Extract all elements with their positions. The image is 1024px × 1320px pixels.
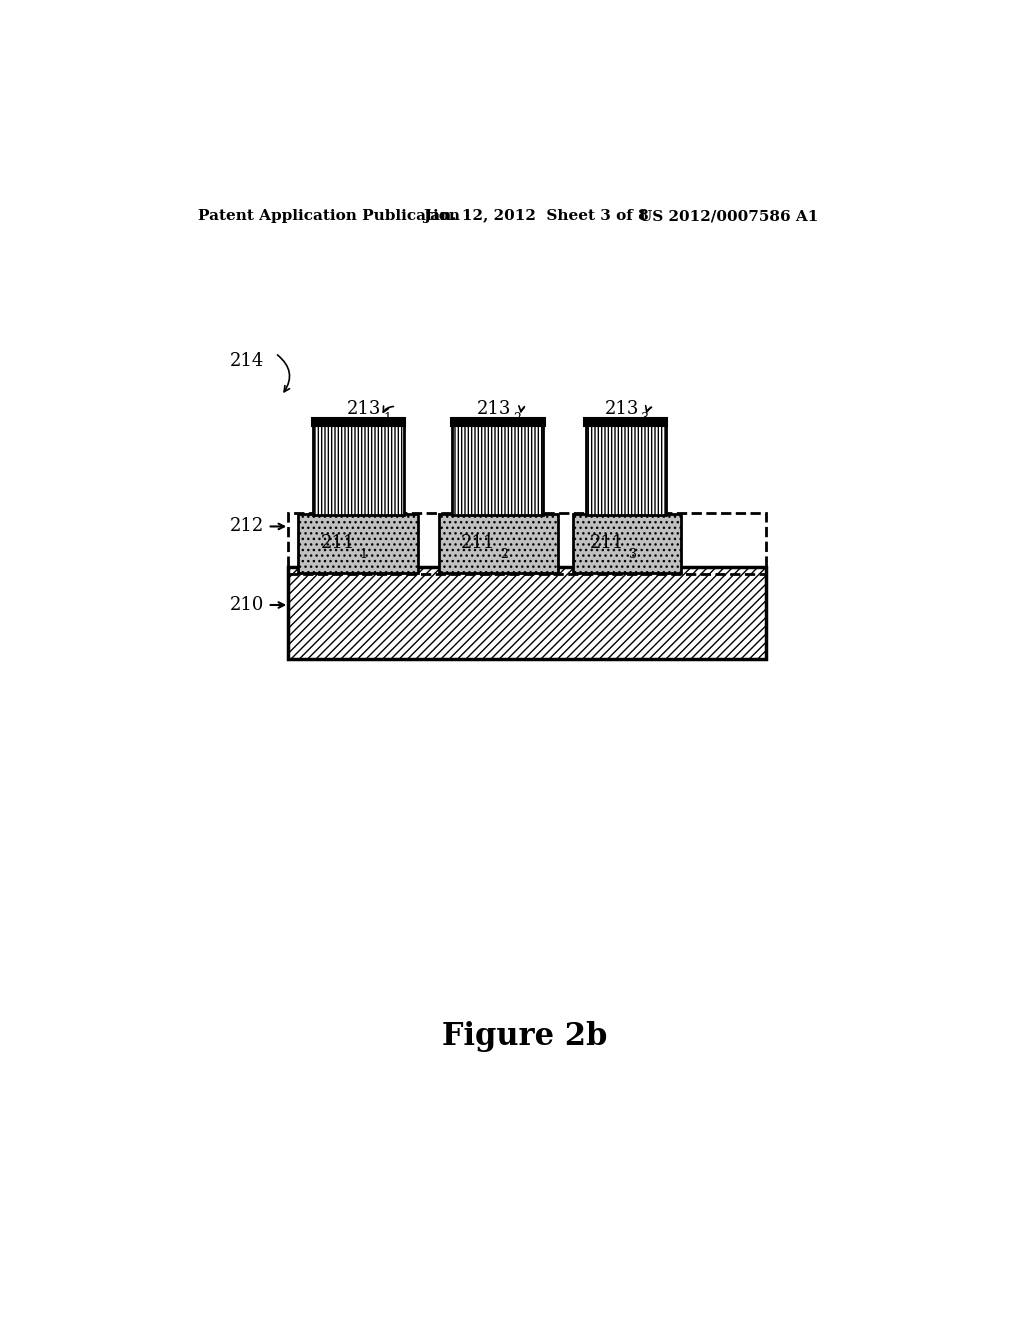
Text: 2: 2 — [513, 412, 521, 425]
Bar — [573, 515, 681, 573]
Bar — [453, 424, 544, 515]
Bar — [586, 424, 666, 515]
Bar — [289, 512, 766, 574]
Bar — [586, 424, 666, 515]
Bar — [584, 418, 668, 426]
Text: 3: 3 — [629, 548, 637, 561]
Text: US 2012/0007586 A1: US 2012/0007586 A1 — [639, 209, 818, 223]
Bar — [573, 515, 681, 573]
Bar — [289, 566, 766, 659]
Text: 214: 214 — [229, 352, 264, 370]
Bar — [313, 424, 403, 515]
Text: 213: 213 — [604, 400, 639, 417]
Bar — [313, 424, 403, 515]
Bar — [438, 515, 558, 573]
Text: 213: 213 — [346, 400, 381, 417]
Bar — [438, 515, 558, 573]
Text: 212: 212 — [229, 517, 264, 536]
Bar — [453, 424, 544, 515]
Bar — [298, 515, 418, 573]
Text: 1: 1 — [383, 412, 391, 425]
Text: Patent Application Publication: Patent Application Publication — [199, 209, 461, 223]
Text: 1: 1 — [359, 548, 368, 561]
Text: Figure 2b: Figure 2b — [442, 1020, 607, 1052]
Bar — [311, 418, 406, 426]
Text: 211: 211 — [590, 535, 625, 552]
Bar — [289, 566, 766, 659]
Text: 211: 211 — [461, 535, 496, 552]
Text: 3: 3 — [641, 412, 649, 425]
Bar — [298, 515, 418, 573]
Text: 210: 210 — [229, 597, 264, 614]
Text: Jan. 12, 2012  Sheet 3 of 8: Jan. 12, 2012 Sheet 3 of 8 — [423, 209, 649, 223]
Text: 211: 211 — [321, 535, 355, 552]
Text: 2: 2 — [500, 548, 508, 561]
Bar — [451, 418, 545, 426]
Text: 213: 213 — [476, 400, 511, 417]
